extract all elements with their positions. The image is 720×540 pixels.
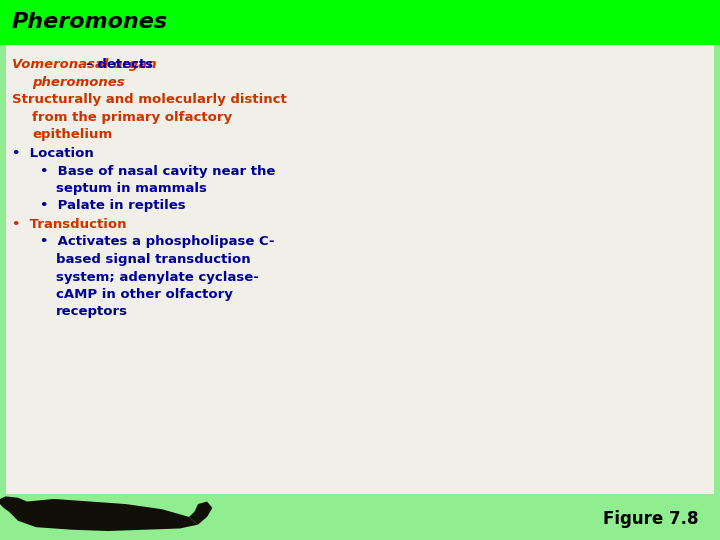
Text: Main
olfactory
bulb: Main olfactory bulb (657, 38, 691, 68)
Text: Naris: Naris (407, 357, 429, 366)
Text: cAMP in other olfactory: cAMP in other olfactory (56, 288, 233, 301)
Text: Structurally and molecularly distinct: Structurally and molecularly distinct (12, 93, 287, 106)
Ellipse shape (446, 231, 465, 242)
Text: Accessory
olfactory
bulb: Accessory olfactory bulb (657, 102, 696, 131)
Ellipse shape (449, 365, 475, 387)
Ellipse shape (523, 375, 549, 401)
Ellipse shape (521, 113, 618, 186)
Polygon shape (390, 365, 397, 369)
Text: epithelium: epithelium (32, 128, 112, 141)
Polygon shape (472, 77, 570, 137)
Text: Nasal cavity: Nasal cavity (472, 343, 518, 352)
Ellipse shape (426, 157, 485, 210)
Text: Naris: Naris (390, 205, 410, 214)
Text: Nasopalatine
duct: Nasopalatine duct (390, 233, 441, 253)
Text: Vomeronasal
organ: Vomeronasal organ (423, 421, 472, 441)
Text: Olfactory
epithelium: Olfactory epithelium (390, 117, 431, 136)
Polygon shape (0, 496, 27, 512)
Ellipse shape (492, 233, 516, 246)
Polygon shape (397, 359, 439, 374)
Text: pheromones: pheromones (32, 76, 125, 89)
Polygon shape (9, 499, 198, 531)
Text: based signal transduction: based signal transduction (56, 253, 251, 266)
Text: Pheromones: Pheromones (12, 12, 168, 32)
Ellipse shape (678, 160, 701, 180)
Polygon shape (488, 243, 699, 289)
Text: septum in mammals: septum in mammals (56, 182, 207, 195)
Text: •  Palate in reptiles: • Palate in reptiles (40, 199, 185, 212)
Text: system; adenylate cyclase-: system; adenylate cyclase- (56, 271, 259, 284)
Ellipse shape (418, 191, 434, 215)
Text: from the primary olfactory: from the primary olfactory (32, 111, 233, 124)
Text: (a)  Vomeronasal organ of mammals: (a) Vomeronasal organ of mammals (390, 305, 529, 314)
Text: (b)  Vomeronasal (Jacobson's) organ of reptiles: (b) Vomeronasal (Jacobson's) organ of re… (390, 467, 570, 476)
Ellipse shape (618, 103, 670, 150)
Text: Tongue: Tongue (657, 222, 684, 231)
Ellipse shape (667, 122, 699, 151)
Text: •  Transduction: • Transduction (12, 218, 126, 231)
Text: – detects: – detects (12, 58, 153, 71)
Text: receptors: receptors (56, 305, 128, 318)
Text: Vomeronasal organ: Vomeronasal organ (12, 58, 156, 71)
Ellipse shape (534, 377, 540, 399)
Text: •  Activates a phospholipase C-: • Activates a phospholipase C- (40, 235, 274, 248)
Text: Vomeronasal
organ: Vomeronasal organ (488, 260, 538, 279)
Polygon shape (433, 90, 657, 249)
Text: •  Location: • Location (12, 147, 94, 160)
Ellipse shape (428, 186, 438, 200)
Ellipse shape (517, 370, 557, 406)
Text: Nasal
cavity: Nasal cavity (390, 167, 413, 186)
Polygon shape (423, 60, 699, 283)
Polygon shape (189, 502, 212, 525)
Polygon shape (423, 352, 465, 395)
Text: •  Base of nasal cavity near the: • Base of nasal cavity near the (40, 165, 275, 178)
Text: Sinuses: Sinuses (439, 52, 469, 61)
Text: Figure 7.8: Figure 7.8 (603, 510, 698, 529)
Text: Tongue: Tongue (390, 402, 418, 411)
Ellipse shape (446, 396, 465, 408)
Polygon shape (423, 342, 709, 441)
